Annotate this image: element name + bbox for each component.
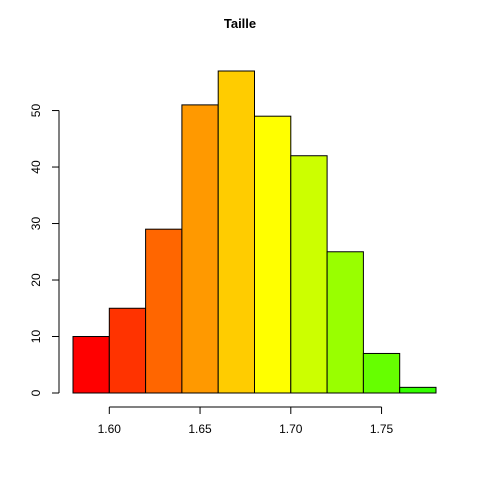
- histogram-bar: [181, 104, 219, 394]
- histogram-bar: [145, 228, 183, 394]
- bars-group: [72, 70, 437, 394]
- histogram-bar: [254, 115, 292, 394]
- y-tick-label: 10: [29, 330, 43, 344]
- y-axis: 0 10 20 30 40 50: [29, 104, 60, 396]
- y-tick-label: 40: [29, 160, 43, 174]
- histogram-bar: [217, 70, 255, 394]
- chart-title: Taille: [224, 16, 256, 31]
- histogram-bar: [290, 155, 328, 394]
- x-tick-label: 1.60: [98, 422, 122, 436]
- histogram-bar: [362, 352, 401, 394]
- x-tick-label: 1.70: [279, 422, 303, 436]
- histogram-bar: [326, 251, 364, 394]
- x-tick-label: 1.65: [188, 422, 212, 436]
- histogram-bar: [72, 336, 110, 394]
- histogram-bar: [108, 307, 147, 394]
- x-tick-label: 1.75: [370, 422, 394, 436]
- histogram-bar: [399, 386, 437, 394]
- x-axis: 1.60 1.65 1.70 1.75: [98, 406, 394, 436]
- y-tick-label: 50: [29, 104, 43, 118]
- y-tick-label: 30: [29, 217, 43, 231]
- y-tick-label: 0: [29, 389, 43, 396]
- y-tick-label: 20: [29, 273, 43, 287]
